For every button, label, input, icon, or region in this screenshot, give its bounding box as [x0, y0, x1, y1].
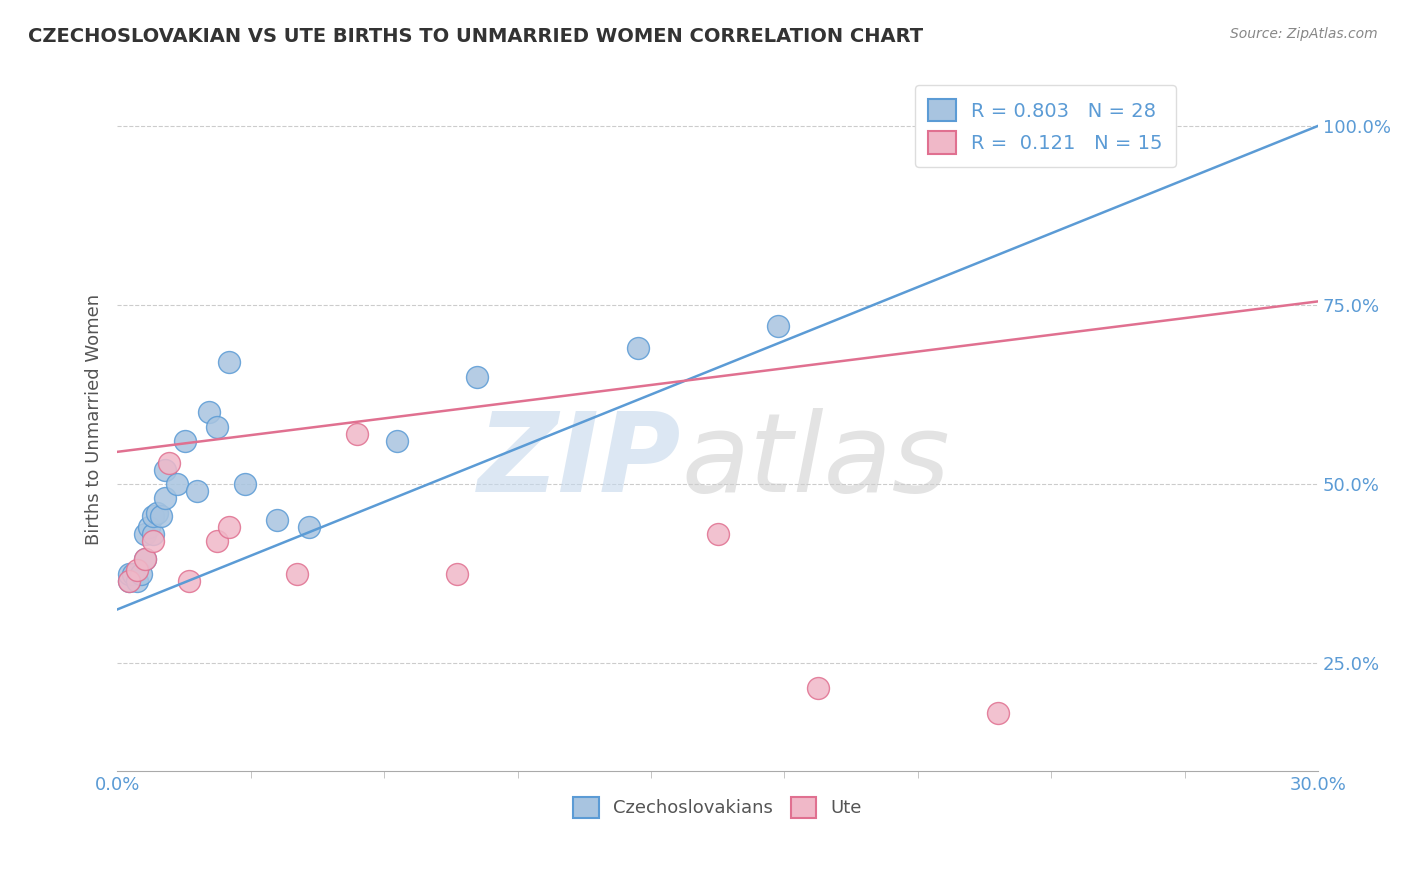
- Point: [142, 534, 165, 549]
- Point: [155, 491, 177, 506]
- Point: [186, 484, 208, 499]
- Point: [118, 574, 141, 588]
- Point: [142, 509, 165, 524]
- Point: [174, 434, 197, 449]
- Point: [179, 574, 201, 588]
- Text: CZECHOSLOVAKIAN VS UTE BIRTHS TO UNMARRIED WOMEN CORRELATION CHART: CZECHOSLOVAKIAN VS UTE BIRTHS TO UNMARRI…: [28, 27, 924, 45]
- Point: [467, 369, 489, 384]
- Point: [446, 566, 468, 581]
- Point: [218, 355, 240, 369]
- Point: [155, 463, 177, 477]
- Point: [129, 566, 152, 581]
- Point: [766, 319, 789, 334]
- Text: Source: ZipAtlas.com: Source: ZipAtlas.com: [1230, 27, 1378, 41]
- Point: [142, 527, 165, 541]
- Point: [1107, 119, 1129, 133]
- Point: [157, 456, 180, 470]
- Point: [987, 119, 1010, 133]
- Point: [118, 574, 141, 588]
- Point: [134, 552, 156, 566]
- Point: [127, 563, 149, 577]
- Legend: Czechoslovakians, Ute: Czechoslovakians, Ute: [567, 789, 869, 825]
- Point: [706, 527, 728, 541]
- Point: [166, 477, 188, 491]
- Point: [233, 477, 256, 491]
- Point: [127, 574, 149, 588]
- Y-axis label: Births to Unmarried Women: Births to Unmarried Women: [86, 294, 103, 545]
- Point: [198, 405, 221, 419]
- Text: ZIP: ZIP: [478, 409, 682, 516]
- Point: [285, 566, 308, 581]
- Point: [807, 681, 830, 696]
- Text: atlas: atlas: [682, 409, 950, 516]
- Point: [207, 419, 229, 434]
- Point: [118, 566, 141, 581]
- Point: [987, 706, 1010, 721]
- Point: [626, 341, 648, 355]
- Point: [207, 534, 229, 549]
- Point: [150, 509, 173, 524]
- Point: [138, 520, 160, 534]
- Point: [134, 527, 156, 541]
- Point: [122, 566, 145, 581]
- Point: [218, 520, 240, 534]
- Point: [134, 552, 156, 566]
- Point: [266, 513, 288, 527]
- Point: [146, 506, 169, 520]
- Point: [346, 426, 368, 441]
- Point: [387, 434, 409, 449]
- Point: [298, 520, 321, 534]
